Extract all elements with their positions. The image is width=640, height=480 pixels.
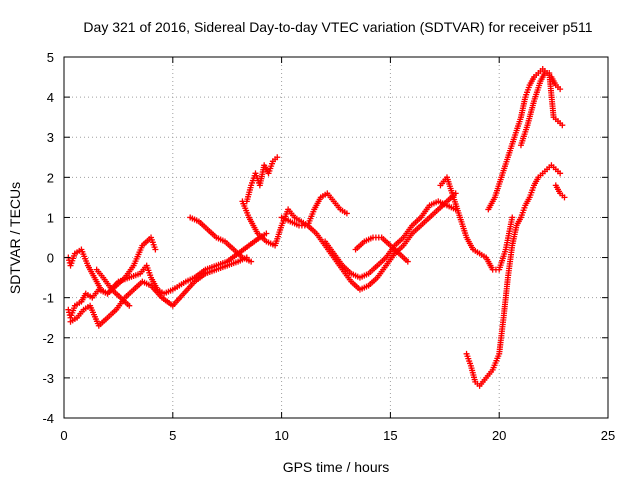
y-tick-label: -3 [42, 371, 54, 386]
data-point [509, 214, 516, 221]
data-point [126, 302, 133, 309]
x-tick-label: 5 [169, 428, 176, 443]
y-axis-label: SDTVAR / TECUs [7, 182, 23, 294]
series-track-12 [463, 162, 564, 389]
data-point [559, 122, 566, 129]
y-tick-label: -2 [42, 331, 54, 346]
chart-title: Day 321 of 2016, Sidereal Day-to-day VTE… [83, 19, 592, 35]
data-point [343, 210, 350, 217]
series-track-11 [437, 174, 516, 273]
data-points [65, 66, 568, 389]
y-tick-label: 0 [47, 251, 54, 266]
x-axis-label: GPS time / hours [283, 459, 390, 475]
series-track-10 [352, 234, 411, 265]
data-point [248, 258, 255, 265]
grid-lines [64, 57, 608, 418]
x-tick-label: 0 [60, 428, 67, 443]
series-track-5 [187, 214, 255, 265]
data-point [65, 306, 72, 313]
data-point [263, 230, 270, 237]
x-tick-label: 10 [274, 428, 288, 443]
series-track-14 [517, 70, 566, 149]
axis-ticks: 0 5 10 15 20 25 -4 -3 -2 -1 0 1 2 3 4 5 [42, 50, 615, 443]
y-tick-label: -4 [42, 411, 54, 426]
x-tick-label: 15 [383, 428, 397, 443]
series-track-6 [243, 154, 281, 205]
data-point [561, 194, 568, 201]
x-tick-label: 20 [492, 428, 506, 443]
y-tick-label: 5 [47, 50, 54, 65]
data-point [557, 86, 564, 93]
y-tick-label: -1 [42, 291, 54, 306]
y-tick-label: 3 [47, 130, 54, 145]
series-track-15 [552, 182, 568, 201]
data-point [274, 154, 281, 161]
y-tick-label: 4 [47, 90, 54, 105]
series-track-2 [65, 234, 159, 297]
data-point [152, 246, 159, 253]
y-tick-label: 2 [47, 170, 54, 185]
x-tick-label: 25 [601, 428, 615, 443]
data-point [404, 258, 411, 265]
plot-frame [63, 56, 609, 419]
y-tick-label: 1 [47, 210, 54, 225]
series-track-9 [322, 198, 459, 281]
series-track-4 [93, 266, 133, 309]
data-point [557, 170, 564, 177]
series-track-13 [485, 66, 564, 213]
